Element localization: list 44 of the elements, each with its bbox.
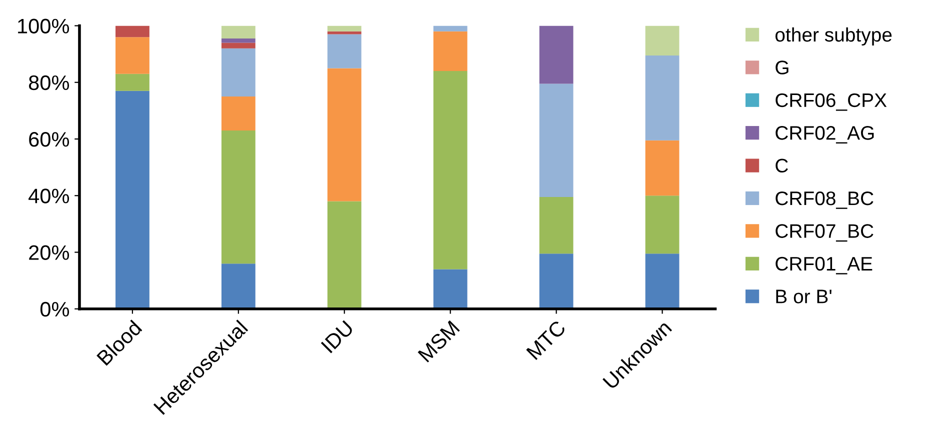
bar <box>433 71 468 270</box>
bar <box>116 37 150 74</box>
bar <box>539 26 574 84</box>
bar <box>645 26 680 56</box>
legend-label: CRF06_CPX <box>776 93 887 111</box>
bar <box>116 74 150 91</box>
y-tick-label: 20% <box>29 245 70 260</box>
bar <box>327 68 362 202</box>
bar <box>433 31 468 72</box>
bar <box>327 34 362 68</box>
bar <box>221 130 256 264</box>
bar <box>645 55 680 140</box>
bar <box>221 26 256 38</box>
legend-label: C <box>776 158 788 173</box>
bar <box>645 196 680 254</box>
bar <box>539 254 574 309</box>
bar <box>221 264 256 309</box>
bar <box>327 201 362 309</box>
bar <box>221 96 256 130</box>
legend-label: B or B' <box>776 290 832 304</box>
legend-label: CRF07_BC <box>776 224 874 242</box>
legend-label: CRF08_BC <box>776 191 874 209</box>
bar <box>221 48 256 97</box>
y-tick-label: 100% <box>18 18 70 34</box>
bar <box>221 38 256 43</box>
bar <box>433 26 468 32</box>
bar <box>539 197 574 254</box>
bar <box>645 140 680 196</box>
bar <box>433 269 468 309</box>
bar <box>116 26 150 38</box>
y-tick-label: 0% <box>40 302 70 317</box>
y-tick-label: 80% <box>28 75 70 90</box>
legend-label: other subtype <box>775 27 892 46</box>
legend-label: CRF01_AE <box>776 256 872 274</box>
bar <box>116 90 150 309</box>
x-tick-label: IDU <box>320 320 354 354</box>
y-tick-label: 40% <box>28 188 70 204</box>
y-tick-label: 60% <box>29 132 70 147</box>
bar <box>327 26 362 32</box>
bar <box>645 254 680 309</box>
legend-label: G <box>776 60 788 74</box>
bar <box>539 84 574 198</box>
legend-label: CRF02_AG <box>776 126 874 144</box>
bar <box>221 42 256 48</box>
